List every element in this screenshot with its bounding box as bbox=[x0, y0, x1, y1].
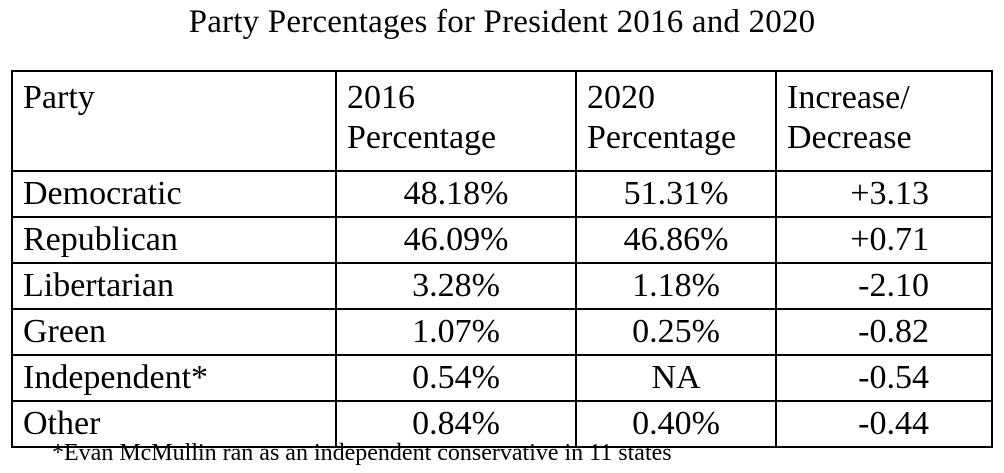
header-change-line1: Increase/ bbox=[787, 79, 910, 116]
table-row: Other 0.84% 0.40% -0.44 bbox=[11, 400, 993, 448]
pct-2020-cell: 1.18% bbox=[575, 262, 777, 310]
header-change-line2: Decrease bbox=[787, 119, 912, 156]
header-2020-line1: 2020 bbox=[587, 79, 655, 116]
party-cell: Democratic bbox=[11, 170, 337, 218]
pct-2016-cell: 0.84% bbox=[335, 400, 577, 448]
party-cell: Libertarian bbox=[11, 262, 337, 310]
party-cell: Green bbox=[11, 308, 337, 356]
header-2020-line2: Percentage bbox=[587, 119, 737, 156]
table-row: Independent* 0.54% NA -0.54 bbox=[11, 354, 993, 402]
pct-2016-cell: 48.18% bbox=[335, 170, 577, 218]
pct-2016-cell: 1.07% bbox=[335, 308, 577, 356]
pct-2020-cell: 46.86% bbox=[575, 216, 777, 264]
header-2016-line1: 2016 bbox=[347, 79, 415, 116]
party-cell: Republican bbox=[11, 216, 337, 264]
header-2020: 2020 Percentage bbox=[575, 70, 777, 172]
header-party-label: Party bbox=[23, 79, 95, 116]
pct-2016-cell: 46.09% bbox=[335, 216, 577, 264]
party-cell: Other bbox=[11, 400, 337, 448]
table-row: Libertarian 3.28% 1.18% -2.10 bbox=[11, 262, 993, 310]
pct-2016-cell: 3.28% bbox=[335, 262, 577, 310]
header-party: Party bbox=[11, 70, 337, 172]
change-cell: -0.44 bbox=[775, 400, 993, 448]
footnote: *Evan McMullin ran as an independent con… bbox=[52, 440, 672, 466]
table-row: Democratic 48.18% 51.31% +3.13 bbox=[11, 170, 993, 218]
pct-2020-cell: 0.40% bbox=[575, 400, 777, 448]
table-title: Party Percentages for President 2016 and… bbox=[188, 4, 816, 40]
party-percentages-table: Party 2016 Percentage 2020 Percentage In… bbox=[11, 70, 993, 448]
change-cell: -0.54 bbox=[775, 354, 993, 402]
party-cell: Independent* bbox=[11, 354, 337, 402]
header-row: Party 2016 Percentage 2020 Percentage In… bbox=[11, 70, 993, 172]
change-cell: -2.10 bbox=[775, 262, 993, 310]
header-2016-line2: Percentage bbox=[347, 119, 497, 156]
table-row: Republican 46.09% 46.86% +0.71 bbox=[11, 216, 993, 264]
change-cell: +3.13 bbox=[775, 170, 993, 218]
pct-2020-cell: 51.31% bbox=[575, 170, 777, 218]
table-row: Green 1.07% 0.25% -0.82 bbox=[11, 308, 993, 356]
header-change: Increase/ Decrease bbox=[775, 70, 993, 172]
change-cell: +0.71 bbox=[775, 216, 993, 264]
pct-2020-cell: NA bbox=[575, 354, 777, 402]
pct-2020-cell: 0.25% bbox=[575, 308, 777, 356]
pct-2016-cell: 0.54% bbox=[335, 354, 577, 402]
change-cell: -0.82 bbox=[775, 308, 993, 356]
header-2016: 2016 Percentage bbox=[335, 70, 577, 172]
